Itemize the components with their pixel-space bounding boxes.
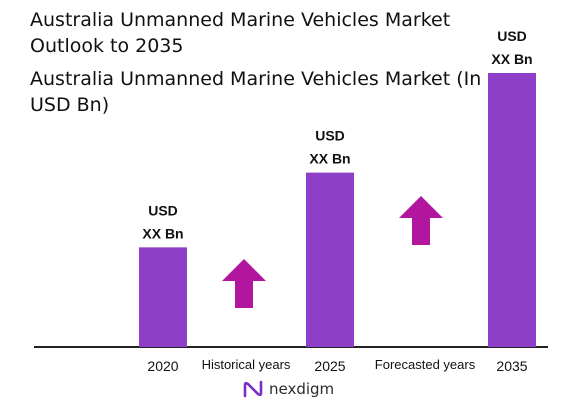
data-label-2025-1: XX Bn xyxy=(309,151,350,167)
logo-text: nexdigm xyxy=(269,380,335,398)
data-label-2020-0: USD xyxy=(148,202,178,218)
nexdigm-logo: nexdigm xyxy=(242,380,334,398)
tick-label-2020: 2020 xyxy=(147,358,178,374)
tick-label-2035: 2035 xyxy=(496,358,527,374)
growth-arrow-0 xyxy=(222,259,266,308)
data-label-2035-0: USD xyxy=(497,28,527,44)
data-label-2035-1: XX Bn xyxy=(491,51,532,67)
bar-2035 xyxy=(488,72,536,347)
period-label-1: Forecasted years xyxy=(375,357,476,372)
bar-2020 xyxy=(139,247,187,347)
nexdigm-logo-icon xyxy=(243,380,263,398)
data-label-2025-0: USD xyxy=(315,128,345,144)
bar-2025 xyxy=(306,172,354,347)
data-label-2020-1: XX Bn xyxy=(142,225,183,241)
period-label-0: Historical years xyxy=(202,357,291,372)
growth-arrow-1 xyxy=(399,196,443,245)
tick-label-2025: 2025 xyxy=(314,358,345,374)
chart-title: Australia Unmanned Marine Vehicles Marke… xyxy=(30,9,451,57)
chart-subtitle: Australia Unmanned Marine Vehicles Marke… xyxy=(30,68,482,116)
